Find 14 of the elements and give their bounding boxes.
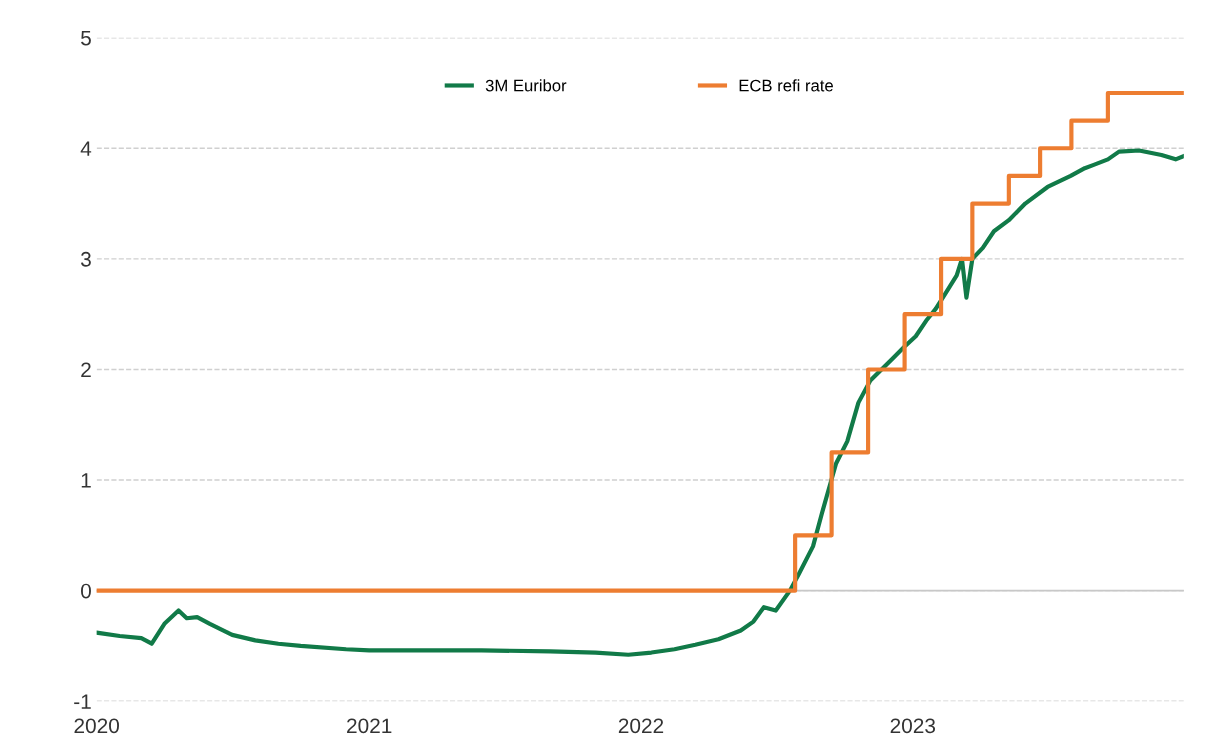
y-tick-label: 1 (81, 473, 91, 488)
y-tick-label: 3 (80, 251, 91, 267)
x-tick-label: 2021 (347, 718, 392, 734)
y-tick-label: -1 (74, 694, 91, 709)
line-series (96, 148, 1184, 657)
legend-label: ECB refi rate (739, 79, 833, 92)
x-tick-label: 2020 (74, 718, 119, 734)
legend-label: 3M Euribor (485, 79, 567, 92)
x-tick-label: 2023 (890, 718, 936, 734)
y-tick-label: 5 (81, 30, 91, 46)
x-tick-label: 2022 (618, 718, 664, 734)
y-tick-label: 2 (81, 362, 91, 378)
y-tick-label: 4 (80, 141, 92, 156)
y-tick-label: 0 (81, 583, 91, 599)
